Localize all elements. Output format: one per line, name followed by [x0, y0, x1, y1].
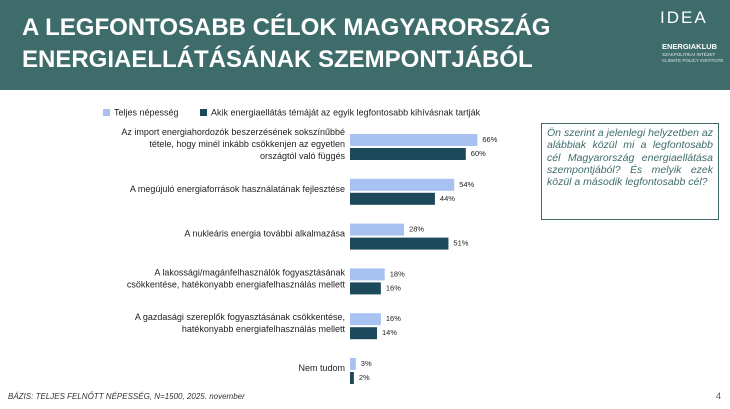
bar [350, 358, 356, 370]
bar [350, 148, 466, 160]
category-label: A gazdasági szereplők fogyasztásának csö… [135, 313, 346, 335]
bar [350, 268, 385, 281]
logo-subtitle: CLIMATE POLICY INSTITUTE [662, 58, 724, 63]
value-label: 60% [471, 149, 486, 158]
value-label: 51% [453, 239, 468, 248]
question-box: Ön szerint a jelenlegi helyzetben az alá… [541, 123, 719, 220]
bar [350, 192, 435, 205]
value-label: 16% [386, 314, 401, 323]
value-label: 66% [482, 135, 497, 144]
value-label: 18% [390, 269, 405, 278]
page-number: 4 [716, 391, 722, 401]
value-label: 16% [386, 283, 401, 292]
bar [350, 313, 381, 326]
value-label: 14% [382, 328, 397, 337]
legend-swatch [103, 109, 110, 116]
slide-title: A LEGFONTOSABB CÉLOK MAGYARORSZÁG ENERGI… [22, 14, 551, 73]
source-note: BÁZIS: TELJES FELNŐTT NÉPESSÉG, N=1500, … [8, 392, 245, 401]
category-label: Az import energiahordozók beszerzésének … [121, 127, 345, 161]
bar [350, 282, 381, 295]
logo-energiaklub: ENERGIAKLUB [662, 42, 718, 51]
category-label: A lakossági/magánfelhasználók fogyasztás… [127, 268, 346, 290]
bar [350, 372, 354, 384]
category-label: A nukleáris energia további alkalmazása [184, 229, 345, 239]
bar [350, 223, 405, 236]
bar [350, 178, 455, 191]
bar [350, 237, 449, 250]
legend-label: Teljes népesség [114, 107, 179, 117]
value-label: 44% [440, 194, 455, 203]
bar [350, 327, 378, 340]
category-label: A megújuló energiaforrások használatának… [130, 184, 345, 194]
value-label: 28% [409, 225, 424, 234]
legend-label: Akik energiaellátás témáját az egyik leg… [211, 107, 481, 117]
logo-subtitle: SZAKPOLITIKAI INTÉZET [662, 52, 716, 57]
logo-idea: IDEA [660, 8, 708, 27]
value-label: 54% [459, 180, 474, 189]
bar [350, 134, 478, 146]
header-band: A LEGFONTOSABB CÉLOK MAGYARORSZÁG ENERGI… [0, 0, 730, 90]
value-label: 3% [361, 359, 372, 368]
category-label: Nem tudom [298, 363, 345, 373]
value-label: 2% [359, 373, 370, 382]
legend-swatch [200, 109, 207, 116]
